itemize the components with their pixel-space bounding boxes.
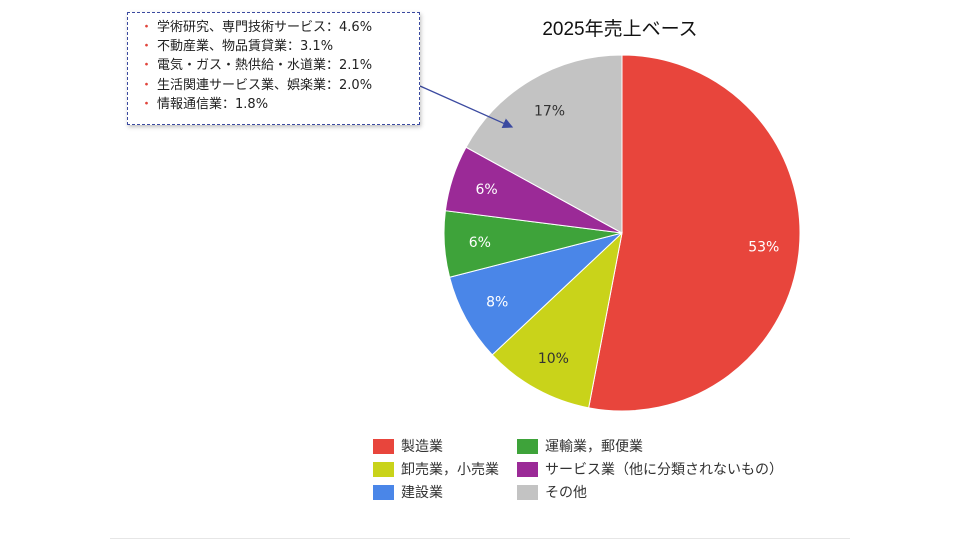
slice-label: 17% [534, 103, 565, 119]
slice-label: 10% [538, 351, 569, 367]
legend-item: サービス業（他に分類されないもの） [517, 459, 783, 479]
callout-item: ・情報通信業：1.8% [140, 96, 269, 112]
pie-slice [465, 54, 623, 234]
pie-slice [448, 232, 623, 356]
legend-item: 建設業 [373, 482, 443, 502]
slice-label: 53% [748, 239, 779, 255]
legend-item: その他 [517, 482, 587, 502]
callout-arrow [419, 85, 514, 129]
pie-slice [588, 54, 801, 412]
callout-item: ・不動産業、物品賃貸業：3.1% [140, 39, 334, 55]
pie-slice [491, 231, 623, 409]
callout-item: ・電気・ガス・熱供給・水道業：2.1% [140, 58, 373, 74]
legend-item: 製造業 [373, 436, 443, 456]
callout-item: ・生活関連サービス業、娯楽業：2.0% [140, 77, 373, 93]
legend-item: 運輸業，郵便業 [517, 436, 643, 456]
callout-item: ・学術研究、専門技術サービス：4.6% [140, 20, 373, 35]
divider [110, 538, 850, 539]
other-breakdown-callout: ・学術研究、専門技術サービス：4.6% ・不動産業、物品賃貸業：3.1% ・電気… [127, 12, 420, 125]
slice-label: 6% [469, 235, 491, 251]
chart-title: 2025年売上ベース [542, 19, 698, 40]
legend-item: 卸売業，小売業 [373, 459, 499, 479]
slice-label: 6% [475, 182, 497, 198]
slice-label: 8% [486, 295, 508, 311]
